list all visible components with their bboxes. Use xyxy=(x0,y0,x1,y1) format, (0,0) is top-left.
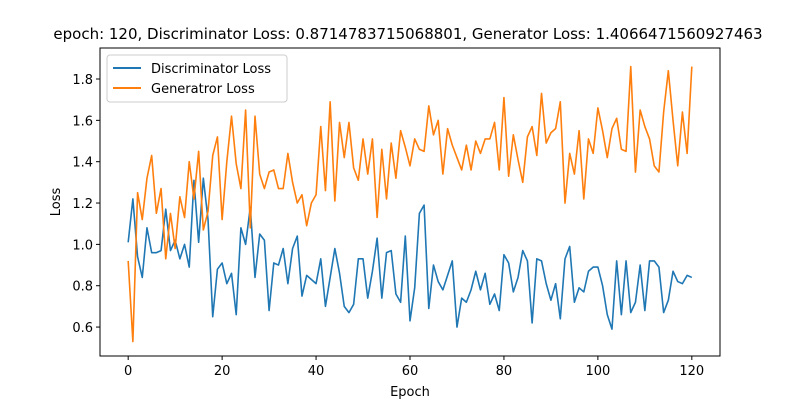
y-tick-label: 1.4 xyxy=(72,156,93,171)
x-tick-label: 40 xyxy=(308,364,325,379)
series-layer xyxy=(127,65,693,343)
x-tick-label: 20 xyxy=(214,364,231,379)
discriminator-loss-line xyxy=(127,177,693,330)
legend-label-discriminator: Discriminator Loss xyxy=(151,62,271,77)
legend: Discriminator Loss Generatror Loss xyxy=(106,54,288,103)
y-tick-label: 1.0 xyxy=(72,238,93,253)
chart-title: epoch: 120, Discriminator Loss: 0.871478… xyxy=(53,25,762,43)
y-tick-label: 1.2 xyxy=(72,197,93,212)
x-tick-label: 120 xyxy=(679,364,704,379)
x-tick-label: 80 xyxy=(496,364,513,379)
axes-layer: 0 20 40 60 80 100 120 0.6 0.8 1.0 1.2 1.4 1.6 1.8 xyxy=(72,73,704,379)
y-axis-title: Loss xyxy=(49,188,64,217)
legend-label-generator: Generatror Loss xyxy=(151,82,255,97)
plot-frame xyxy=(99,47,721,357)
y-tick-label: 1.6 xyxy=(72,114,93,129)
y-tick-label: 0.8 xyxy=(72,280,93,295)
x-tick-label: 0 xyxy=(124,364,132,379)
x-tick-label: 60 xyxy=(402,364,419,379)
generator-loss-line xyxy=(127,65,693,343)
x-tick-label: 100 xyxy=(585,364,610,379)
legend-box xyxy=(106,54,288,103)
x-axis-title: Epoch xyxy=(390,385,430,400)
y-tick-label: 1.8 xyxy=(72,73,93,88)
y-tick-label: 0.6 xyxy=(72,321,93,336)
